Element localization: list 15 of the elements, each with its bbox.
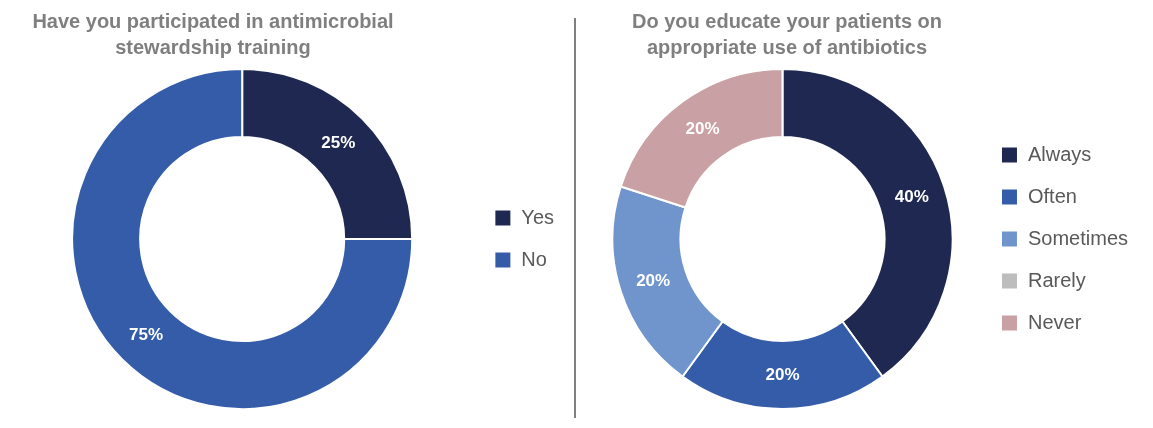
data-label: 75% [129,324,164,344]
legend-label: No [521,247,547,270]
legend-label: Never [1027,310,1082,333]
legend-label: Sometimes [1027,226,1128,249]
legend-label: Always [1027,142,1092,165]
data-label: 40% [894,186,929,206]
chart-title: Have you participated in antimicrobial stewardship training [31,9,395,60]
legend-label: Often [1027,184,1077,207]
legend-label: Yes [521,205,555,228]
data-label: 20% [636,270,671,290]
chart-title: Do you educate your patients on appropriate use of antibiotics [630,9,943,60]
data-label: 25% [321,132,356,152]
data-label: 20% [685,118,720,138]
legend-label: Rarely [1027,268,1086,291]
data-label: 20% [765,364,800,384]
